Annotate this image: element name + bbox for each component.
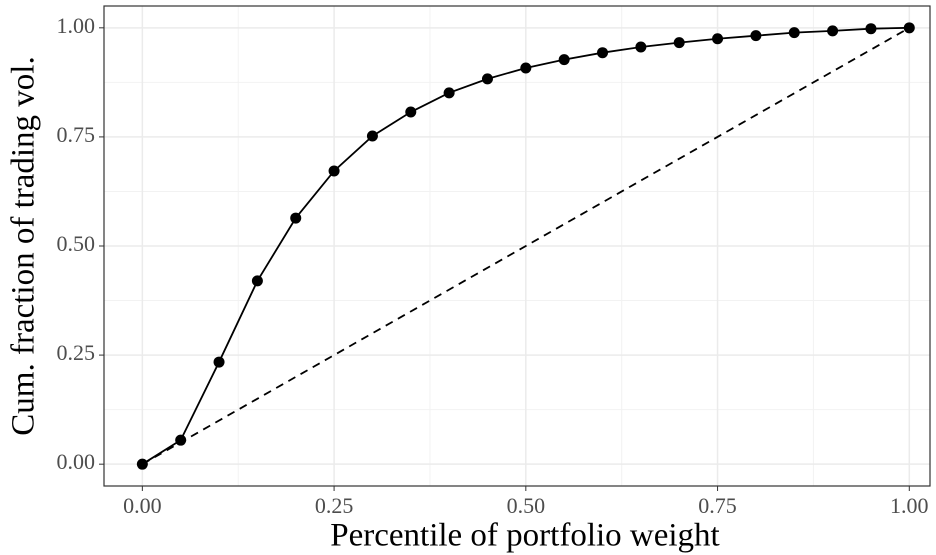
data-point [635, 41, 647, 53]
x-tick-label: 0.50 [507, 493, 546, 518]
y-tick-label: 1.00 [57, 13, 96, 38]
y-tick-label: 0.25 [57, 340, 96, 365]
data-point [213, 356, 225, 368]
y-tick-label: 0.00 [57, 449, 96, 474]
reference-line [141, 27, 910, 465]
data-point [366, 130, 378, 142]
data-point [673, 37, 685, 49]
y-tick-label: 0.50 [57, 231, 96, 256]
data-point [558, 54, 570, 66]
data-point [750, 30, 762, 42]
data-point [827, 25, 839, 37]
data-point [788, 27, 800, 39]
data-point [405, 106, 417, 118]
data-point [290, 212, 302, 224]
y-tick-label: 0.75 [57, 122, 96, 147]
plot-border [103, 5, 931, 487]
data-point [712, 33, 724, 45]
x-tick-label: 0.75 [698, 493, 737, 518]
data-point [251, 275, 263, 287]
x-tick-label: 0.00 [123, 493, 162, 518]
data-point [520, 62, 532, 74]
data-point [175, 434, 187, 446]
data-point [443, 87, 455, 99]
x-axis-title: Percentile of portfolio weight [330, 518, 719, 554]
data-point [903, 22, 915, 34]
y-axis-title: Cum. fraction of trading vol. [6, 56, 42, 435]
data-point [328, 165, 340, 177]
x-tick-label: 0.25 [315, 493, 354, 518]
data-point [865, 23, 877, 35]
data-point [597, 47, 609, 59]
x-tick-label: 1.00 [890, 493, 929, 518]
data-point [481, 73, 493, 85]
